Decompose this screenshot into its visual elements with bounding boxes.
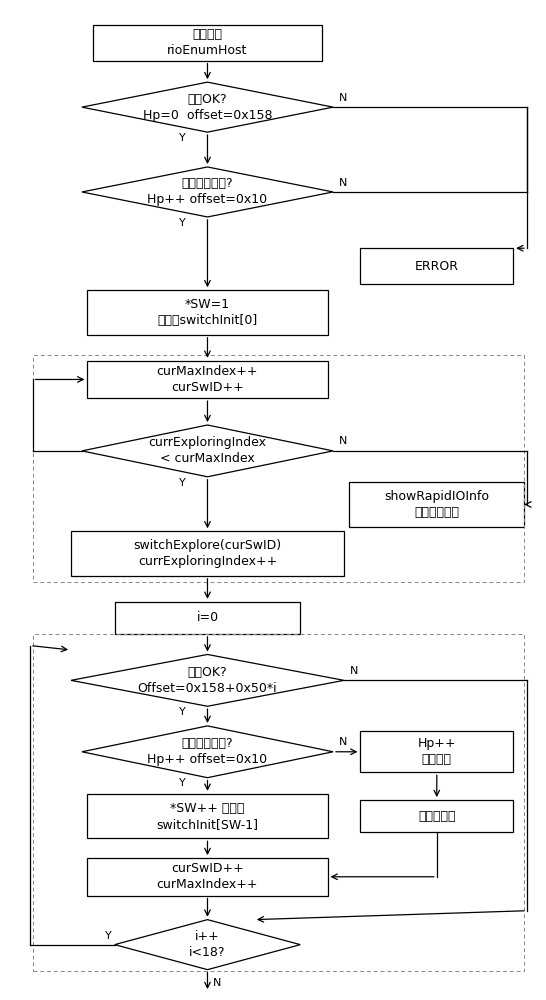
Text: showRapidIOInfo
枚举信息打印: showRapidIOInfo 枚举信息打印	[384, 490, 489, 519]
Text: curMaxIndex++
curSwID++: curMaxIndex++ curSwID++	[157, 365, 258, 394]
Polygon shape	[115, 920, 300, 970]
Bar	[360, 800, 513, 832]
Text: i++
i<18?: i++ i<18?	[189, 930, 225, 959]
Text: curSwID++
curMaxIndex++: curSwID++ curMaxIndex++	[157, 862, 258, 891]
Text: Y: Y	[179, 707, 186, 717]
Polygon shape	[82, 167, 333, 217]
Text: switchExplore(curSwID)
currExploringIndex++: switchExplore(curSwID) currExploringInde…	[133, 539, 282, 568]
Bar	[349, 482, 524, 527]
Text: 主机枚举
rioEnumHost: 主机枚举 rioEnumHost	[167, 28, 248, 57]
Polygon shape	[71, 654, 344, 706]
Polygon shape	[82, 726, 333, 778]
Bar	[360, 731, 513, 772]
Text: N: N	[339, 436, 347, 446]
Text: 连接交换芯片?
Hp++ offset=0x10: 连接交换芯片? Hp++ offset=0x10	[147, 177, 268, 206]
Bar	[33, 634, 524, 971]
Polygon shape	[82, 82, 333, 132]
Text: 连接OK?
Hp=0  offset=0x158: 连接OK? Hp=0 offset=0x158	[143, 93, 272, 122]
Bar	[87, 361, 328, 398]
Text: currExploringIndex
< curMaxIndex: currExploringIndex < curMaxIndex	[149, 436, 266, 465]
Text: ERROR: ERROR	[415, 260, 459, 273]
Text: 连接交换芯片?
Hp++ offset=0x10: 连接交换芯片? Hp++ offset=0x10	[147, 737, 268, 766]
Bar	[87, 858, 328, 896]
Text: 配置路由表: 配置路由表	[418, 810, 455, 823]
Text: N: N	[349, 666, 358, 676]
Text: Y: Y	[179, 778, 186, 788]
Text: 连接OK?
Offset=0x158+0x50*i: 连接OK? Offset=0x158+0x50*i	[138, 666, 277, 695]
Text: i=0: i=0	[197, 611, 218, 624]
Bar	[360, 248, 513, 284]
Bar	[93, 25, 322, 61]
Text: Hp++
枚举节点: Hp++ 枚举节点	[418, 737, 456, 766]
Text: Y: Y	[179, 478, 186, 488]
Text: N: N	[339, 737, 347, 747]
Text: N: N	[339, 178, 347, 188]
Polygon shape	[82, 425, 333, 477]
Text: Y: Y	[179, 133, 186, 143]
Bar	[87, 290, 328, 335]
Bar	[87, 794, 328, 838]
Text: Y: Y	[179, 218, 186, 228]
Text: *SW++ 初始化
switchInit[SW-1]: *SW++ 初始化 switchInit[SW-1]	[157, 802, 258, 831]
Bar	[33, 355, 524, 582]
Text: Y: Y	[105, 931, 112, 941]
Text: *SW=1
初始化switchInit[0]: *SW=1 初始化switchInit[0]	[157, 298, 258, 327]
Text: N: N	[339, 93, 347, 103]
Text: N: N	[213, 978, 221, 988]
Bar	[115, 602, 300, 634]
Bar	[71, 531, 344, 576]
